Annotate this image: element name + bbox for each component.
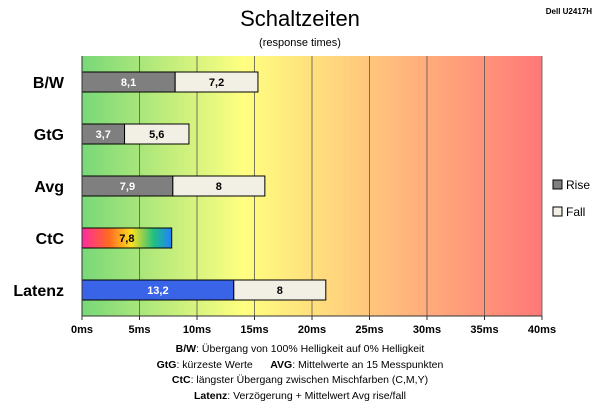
y-category-label: B/W <box>33 75 65 92</box>
legend-label-rise: Rise <box>566 178 590 192</box>
legend-swatch-rise <box>552 179 563 190</box>
x-tick-label: 5ms <box>128 324 150 336</box>
footnote-text: : längster Übergang zwischen Mischfarben… <box>190 374 429 386</box>
legend-label-fall: Fall <box>566 205 585 219</box>
bar-fall <box>174 71 259 93</box>
bar-rise-label: 7,8 <box>119 233 134 245</box>
y-category-label: GtG <box>34 127 64 144</box>
bar-fall-label: 7,2 <box>209 77 224 89</box>
y-category-label: Avg <box>34 179 64 196</box>
x-tick-label: 40ms <box>528 324 556 336</box>
bar-fall-label: 5,6 <box>149 129 164 141</box>
footnote-label: Latenz <box>194 389 228 402</box>
y-category-label: CtC <box>36 231 65 248</box>
x-tick-label: 30ms <box>413 324 441 336</box>
footnote-label: AVG <box>270 358 293 371</box>
bar-rise-label: 8,1 <box>121 77 136 89</box>
footnotes: B/W: Übergang von 100% Helligkeit auf 0%… <box>0 342 600 404</box>
bar-fall <box>233 279 327 301</box>
footnote-bw: B/W: Übergang von 100% Helligkeit auf 0%… <box>0 342 600 358</box>
bar-fall <box>124 123 190 145</box>
bar-fall-label: 8 <box>277 285 283 297</box>
footnote-label: GtG <box>156 358 177 371</box>
legend-swatch-fall <box>552 206 563 217</box>
x-tick-label: 35ms <box>470 324 498 336</box>
bar-fall <box>172 175 266 197</box>
monitor-model-label: Dell U2417H <box>545 7 592 16</box>
footnote-latenz: Latenz: Verzögerung + Mittelwert Avg ris… <box>0 389 600 405</box>
chart-subtitle: (response times) <box>259 37 341 49</box>
footnote-ctc: CtC: längster Übergang zwischen Mischfar… <box>0 373 600 389</box>
bar-fall-label: 8 <box>216 181 222 193</box>
x-tick-label: 0ms <box>71 324 93 336</box>
y-category-label: Latenz <box>13 283 64 300</box>
response-time-chart: 8,1 7,2 3,7 5,6 7,9 8 7,8 13,2 8 0ms 5ms 10ms 15ms 2… <box>13 56 590 336</box>
x-tick-label: 20ms <box>298 324 326 336</box>
bar-rise-label: 3,7 <box>96 129 111 141</box>
footnote-label: B/W <box>175 343 197 355</box>
footnote-text: : Übergang von 100% Helligkeit auf 0% He… <box>196 343 425 355</box>
x-tick-label: 15ms <box>240 324 268 336</box>
footnote-text: : kürzeste Werte <box>176 358 253 371</box>
footnote-label: CtC <box>171 374 191 386</box>
footnote-text: : Verzögerung + Mittelwert Avg rise/fall <box>227 389 406 402</box>
bar-rise-label: 13,2 <box>147 285 168 297</box>
x-tick-label: 25ms <box>355 324 383 336</box>
footnote-text: : Mittelwerte an 15 Messpunkten <box>292 358 444 371</box>
chart-title: Schaltzeiten <box>240 6 360 31</box>
footnote-gtg-avg: GtG: kürzeste Werte AVG: Mittelwerte an … <box>0 358 600 374</box>
x-tick-label: 10ms <box>183 324 211 336</box>
bar-rise-label: 7,9 <box>120 181 135 193</box>
